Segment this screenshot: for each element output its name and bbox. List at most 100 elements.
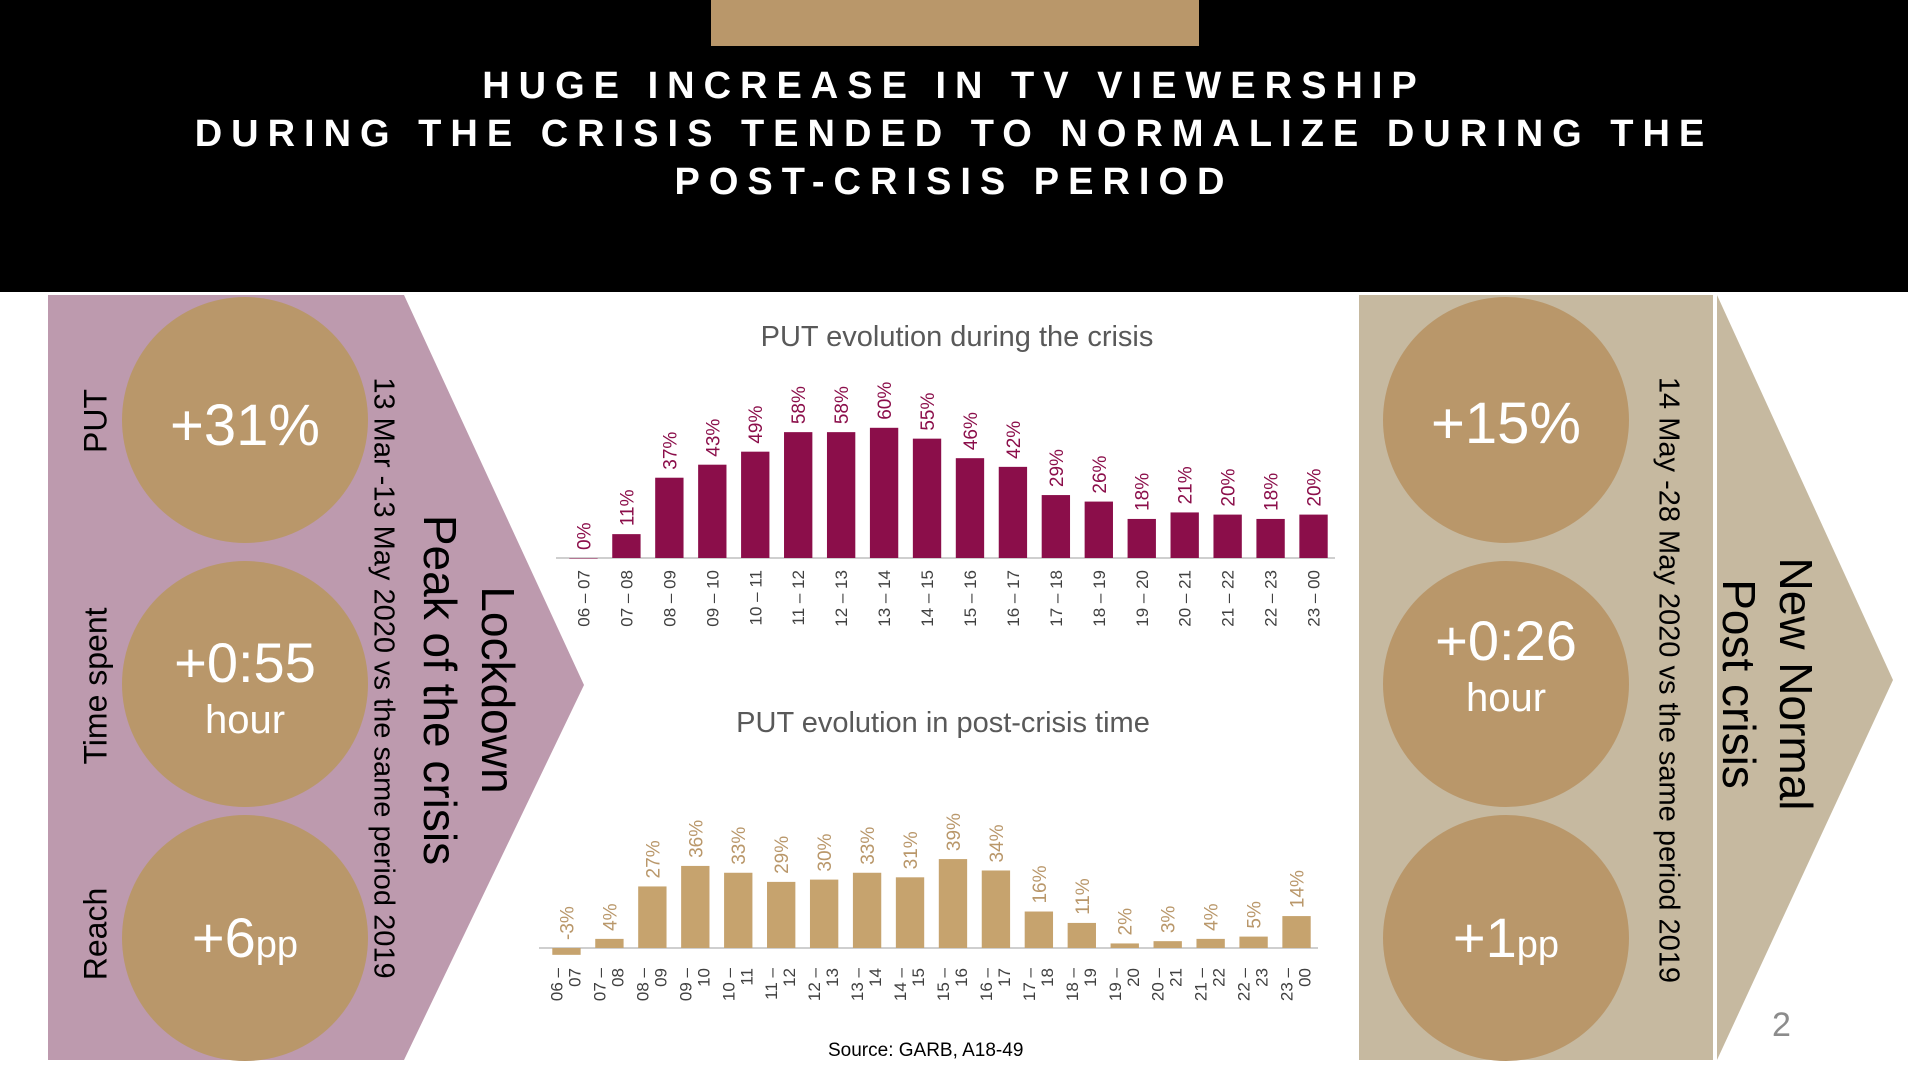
bar-value-label: 26% [1090,455,1111,493]
category-label: 06 – 07 [574,570,593,627]
bar [1213,514,1242,558]
bar-value-label: 37% [660,432,681,470]
post-chart-title: PUT evolution in post-crisis time [736,707,1150,739]
category-label: 15 [909,968,928,987]
bar-value-label: 30% [815,833,836,871]
right-time-value: +0:26 [1435,609,1577,672]
left-reach-value: +6pp [191,906,299,969]
bar [912,438,942,558]
category-label: 14 – [891,967,910,1001]
bar [852,872,882,948]
category-label: 16 – 17 [1004,570,1023,627]
crisis-chart-title: PUT evolution during the crisis [761,321,1154,353]
category-label: 14 [866,968,885,987]
left-arrow-line-2: Peak of the crisis [414,514,466,866]
category-label: 23 – 00 [1305,570,1324,627]
bar [1196,938,1225,948]
right-arrow-line-1: New Normal [1770,557,1822,811]
bar [981,870,1011,948]
bar-value-label: 34% [987,824,1008,862]
bar-value-label: 5% [1245,901,1266,929]
bar-value-label: 42% [1004,421,1025,459]
category-label: 10 [694,968,713,987]
bar-value-label: 2% [1116,908,1137,936]
bar [1256,518,1285,558]
category-label: 21 – [1192,967,1211,1001]
bar-value-label: 31% [901,831,922,869]
bar [767,881,796,948]
right-reach-circle [1383,815,1629,1061]
bar [724,872,753,948]
category-label: 06 – [547,967,566,1001]
left-time-value: +0:55 [174,631,316,694]
bar [595,938,624,948]
bar [895,877,925,948]
bar-value-label: 46% [961,412,982,450]
bar [638,886,667,948]
category-label: 19 – [1106,967,1125,1001]
bar-value-label: 58% [789,386,810,424]
category-label: 11 [737,968,756,986]
category-label: 20 – 21 [1176,570,1195,627]
bar-value-label: -3% [557,906,578,940]
category-label: 13 – [848,967,867,1001]
right-time-circle [1383,561,1629,807]
bar [698,464,727,558]
category-label: 10 – 11 [746,570,765,625]
category-label: 11 – [762,967,781,999]
left-metric-label-time: Time spent [77,607,114,765]
category-label: 22 – 23 [1262,570,1281,627]
bar-value-label: 33% [858,827,879,865]
left-time-unit: hour [204,698,286,742]
category-label: 16 [952,968,971,987]
category-label: 18 [1038,968,1057,987]
title-line-3: POST-CRISIS PERIOD [674,161,1234,203]
bar-value-label: 20% [1219,468,1240,506]
bar [741,451,770,558]
category-label: 20 – [1149,967,1168,1001]
bar [1170,512,1199,558]
category-label: 20 [1124,968,1143,987]
right-time-unit: hour [1465,676,1547,720]
category-label: 10 – [719,967,738,1001]
bar [998,466,1028,558]
bar-value-label: 0% [574,522,595,550]
left-arrow-line-1: Lockdown [472,586,524,794]
right-period-text: 14 May -28 May 2020 vs the same period 2… [1652,376,1685,984]
bar-value-label: 21% [1176,466,1197,504]
bar [552,948,581,955]
bar [1024,911,1054,948]
category-label: 18 – [1063,967,1082,1001]
bar [655,477,684,558]
bar-value-label: 18% [1262,473,1283,511]
header-gold-tab [711,0,1199,46]
bar-value-label: 11% [617,489,638,526]
bar [784,432,813,558]
title-line-1: HUGE INCREASE IN TV VIEWERSHIP [482,65,1426,107]
category-label: 13 [823,968,842,987]
category-label: 22 – [1235,967,1254,1001]
bar-value-label: 58% [832,386,853,424]
category-label: 08 – [633,967,652,1001]
bar-value-label: 3% [1159,906,1180,934]
bar [1110,943,1139,948]
bar-value-label: 27% [643,840,664,878]
page-number: 2 [1772,1006,1791,1044]
bar-value-label: 18% [1133,473,1154,511]
category-label: 12 [780,968,799,987]
bar-value-label: 14% [1288,870,1309,908]
category-label: 15 – 16 [961,570,980,627]
category-label: 12 – [805,967,824,1001]
bar [681,865,710,948]
left-put-circle [122,297,368,543]
bar [1084,501,1113,558]
bar [1282,916,1311,948]
category-label: 21 [1167,968,1186,987]
category-label: 13 – 14 [875,570,894,627]
title-line-2: DURING THE CRISIS TENDED TO NORMALIZE DU… [194,113,1714,155]
category-label: 19 – 20 [1133,570,1152,627]
left-put-value: +31% [170,393,320,458]
category-label: 00 [1296,968,1315,987]
post-crisis-bar-chart: -3% 06 –07 4% 07 –08 27% 08 –09 36% 09 –10 33% 10… [539,813,1318,1001]
